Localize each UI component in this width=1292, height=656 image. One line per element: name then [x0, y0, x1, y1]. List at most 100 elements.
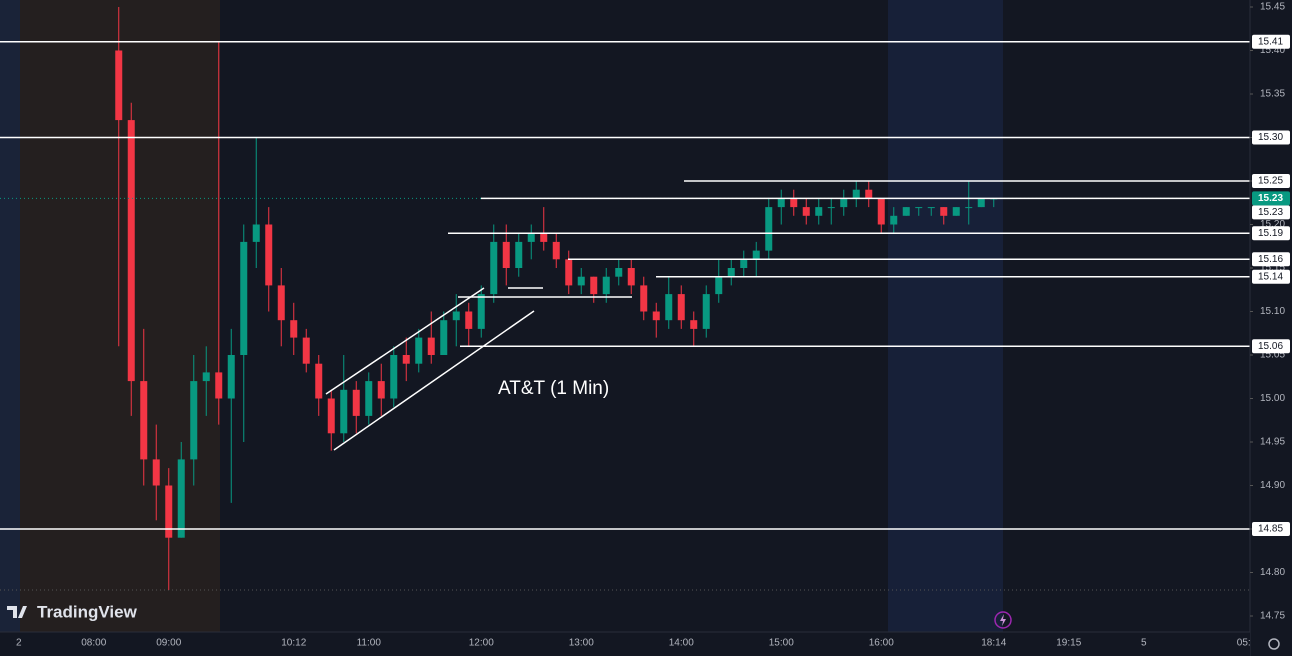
candle-body — [802, 207, 810, 216]
alert-icon[interactable] — [994, 611, 1012, 629]
candle-body — [777, 198, 785, 208]
price-axis-bg — [1250, 0, 1292, 656]
last-price-bg — [1252, 191, 1290, 206]
drawings — [325, 287, 632, 451]
level-label: 15.14 — [1258, 271, 1283, 282]
candle-body — [227, 355, 235, 399]
candle-body — [390, 355, 398, 399]
y-tick-label: 15.45 — [1260, 2, 1285, 13]
candle-body — [140, 381, 148, 460]
candle-body — [652, 311, 660, 321]
candle-body — [715, 276, 723, 295]
candle-body — [402, 355, 410, 364]
time-axis-bg — [0, 632, 1250, 656]
level-label: 15.16 — [1258, 254, 1283, 265]
candle-body — [152, 459, 160, 486]
candle-body — [502, 241, 510, 268]
candle-body — [677, 294, 685, 321]
alert-bolt — [1000, 614, 1006, 626]
candle-body — [790, 198, 798, 208]
trend-line — [325, 287, 485, 395]
x-tick-label: 13:00 — [569, 638, 594, 649]
candle-body — [252, 224, 260, 242]
y-tick-label: 15.05 — [1260, 350, 1285, 361]
session-shade — [0, 0, 20, 632]
axis-corner — [1251, 633, 1292, 656]
candle-body — [427, 337, 435, 355]
level-label: 15.19 — [1258, 228, 1283, 239]
candle-body — [590, 276, 598, 295]
candle-body — [602, 276, 610, 295]
candle-body — [165, 485, 173, 538]
candle-body — [265, 224, 273, 286]
level-label-bg — [1252, 34, 1290, 49]
candle-body — [190, 381, 198, 460]
y-tick-label: 14.80 — [1260, 567, 1285, 578]
y-tick-label: 15.10 — [1260, 306, 1285, 317]
candle-body — [815, 207, 823, 216]
x-tick-label: 14:00 — [669, 638, 694, 649]
x-tick-label: 12:00 — [469, 638, 494, 649]
candle-body — [215, 372, 223, 399]
trend-line — [333, 310, 535, 451]
logo: TradingView — [7, 602, 138, 621]
candle-body — [952, 207, 960, 216]
candle-body — [177, 459, 185, 538]
candle-body — [302, 337, 310, 364]
y-tick-label: 15.00 — [1260, 393, 1285, 404]
x-tick-label: 08:00 — [81, 638, 106, 649]
candle-body — [240, 241, 248, 355]
x-tick-label: 16:00 — [869, 638, 894, 649]
x-tick-label: 15:00 — [769, 638, 794, 649]
level-label: 15.06 — [1258, 341, 1283, 352]
candle-body — [365, 381, 373, 416]
settings-icon[interactable] — [1268, 638, 1280, 650]
candle-body — [540, 233, 548, 242]
candle-body — [465, 311, 473, 329]
level-label-bg — [1252, 205, 1290, 220]
y-tick-label: 14.95 — [1260, 437, 1285, 448]
level-label-bg — [1252, 174, 1290, 188]
level-label-bg — [1252, 339, 1290, 354]
candle-body — [415, 337, 423, 364]
candle-body — [965, 207, 973, 209]
candle-body — [727, 268, 735, 277]
level-label: 15.41 — [1258, 36, 1283, 47]
level-label-bg — [1252, 252, 1290, 267]
x-tick-label: 2 — [16, 638, 22, 649]
candle-body — [902, 207, 910, 216]
candle-body — [690, 320, 698, 329]
level-label-bg — [1252, 522, 1290, 536]
brand: TradingView — [37, 602, 138, 621]
candle-body — [615, 268, 623, 277]
candle-body — [977, 198, 985, 208]
candle-body — [577, 276, 585, 286]
candle-body — [852, 189, 860, 199]
x-tick-label: 10:12 — [281, 638, 306, 649]
y-tick-label: 15.20 — [1260, 219, 1285, 230]
x-tick-label: 18:14 — [981, 638, 1006, 649]
candle-body — [877, 198, 885, 225]
candle-body — [702, 294, 710, 329]
level-label: 15.23 — [1258, 207, 1283, 218]
axes: 15.45 15.40 15.35 15.30 15.25 15.20 15.15 15.10… — [16, 2, 1292, 656]
candle-body — [477, 294, 485, 329]
candle-body — [827, 207, 835, 209]
candle-body — [115, 50, 123, 121]
candle-body — [927, 207, 935, 209]
level-label: 15.30 — [1258, 132, 1283, 143]
candle-body — [765, 207, 773, 251]
candle-body — [327, 398, 335, 434]
y-tick-label: 15.35 — [1260, 89, 1285, 100]
y-tick-label: 14.90 — [1260, 480, 1285, 491]
afterhours-shade — [888, 0, 1003, 632]
candle-body — [202, 372, 210, 382]
chart-title: AT&T (1 Min) — [498, 378, 609, 399]
candle-body — [490, 241, 498, 295]
last-price-label: 15.23 — [1258, 193, 1283, 204]
candle-body — [865, 189, 873, 199]
candle-body — [377, 381, 385, 399]
candle-body — [665, 294, 673, 321]
level-label: 14.85 — [1258, 524, 1283, 535]
